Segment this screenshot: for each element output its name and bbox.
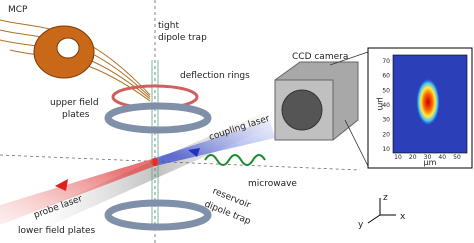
inset-x-tick-label: 50 xyxy=(453,154,461,161)
inset-x-tick-label: 30 xyxy=(424,154,432,161)
atom-image xyxy=(416,78,440,126)
coupling-beam xyxy=(155,120,275,166)
microwave-wave xyxy=(204,154,266,166)
inset-y-tick-label: 50 xyxy=(382,87,390,94)
camera-lens xyxy=(281,89,323,131)
tight-trap-label: tight xyxy=(158,21,179,31)
inset-y-tick-label: 40 xyxy=(382,102,390,109)
inset-ticks: 10 20 30 40 50 10 20 30 40 50 60 70 xyxy=(382,58,461,161)
probe-arrow xyxy=(55,179,68,191)
upper-field-plates xyxy=(104,102,212,134)
horizontal-axis xyxy=(0,154,361,171)
atom-cloud xyxy=(151,158,159,166)
inset-xlabel: μm xyxy=(424,158,437,167)
ccd-label: CCD camera xyxy=(292,52,348,62)
mcp-label: MCP xyxy=(8,5,28,15)
inset-y-tick-label: 70 xyxy=(382,58,390,65)
inset-x-tick-label: 10 xyxy=(394,154,402,161)
lower-plates-label: lower field plates xyxy=(18,226,96,236)
upper-plates-label: plates xyxy=(62,110,90,120)
coupling-arrow xyxy=(188,148,200,157)
upper-plates-label: upper field xyxy=(50,98,99,108)
mcp-hole xyxy=(56,37,80,59)
inset-y-tick-label: 60 xyxy=(382,73,390,80)
tight-trap-label: dipole trap xyxy=(158,33,207,43)
coordinate-axes xyxy=(367,198,396,224)
inset-y-tick-label: 10 xyxy=(382,146,390,153)
lower-field-plates xyxy=(104,199,212,231)
inset-connector xyxy=(329,51,369,66)
microwave-label: microwave xyxy=(248,179,297,189)
axis-z: z xyxy=(383,193,388,203)
inset-ylabel: μm xyxy=(376,98,385,111)
axis-x: x xyxy=(400,212,406,222)
inset-connector xyxy=(344,119,369,167)
axis-y: y xyxy=(358,220,364,230)
inset-x-tick-label: 20 xyxy=(409,154,417,161)
deflection-label: deflection rings xyxy=(180,71,250,81)
probe-beam xyxy=(0,158,155,225)
inset-x-tick-label: 40 xyxy=(438,154,446,161)
inset-y-tick-label: 30 xyxy=(382,117,390,124)
inset-y-tick-label: 20 xyxy=(382,131,390,138)
